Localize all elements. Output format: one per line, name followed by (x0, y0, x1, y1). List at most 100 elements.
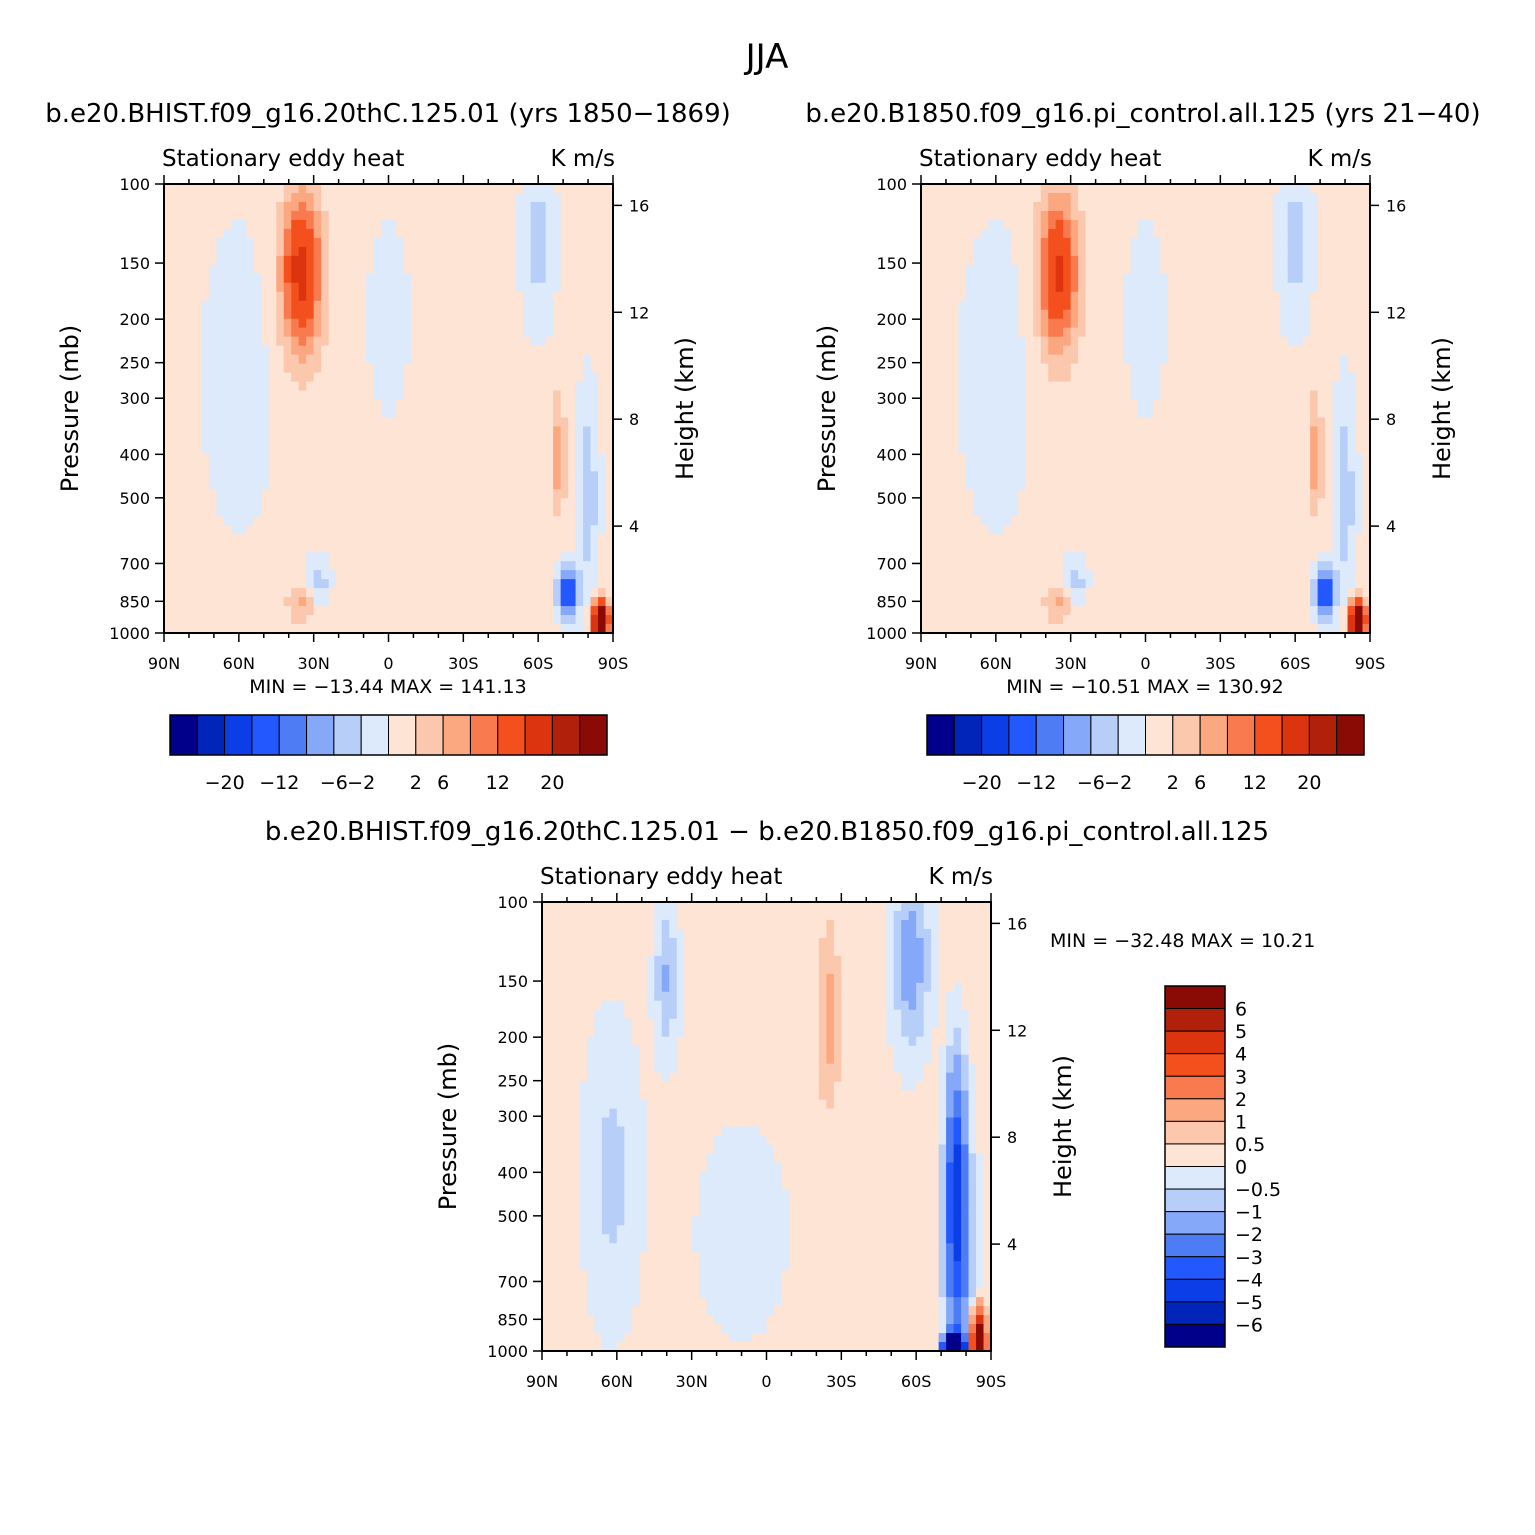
heatmap-cell (208, 201, 217, 212)
heatmap-cell (306, 435, 315, 446)
heatmap-cell (351, 615, 360, 625)
heatmap-cell (246, 210, 255, 221)
heatmap-cell (261, 210, 270, 221)
heatmap-cell (500, 408, 509, 419)
heatmap-cell (425, 291, 434, 302)
heatmap-cell (1167, 426, 1177, 437)
heatmap-cell (164, 201, 173, 212)
heatmap-cell (253, 471, 262, 481)
heatmap-cell (1295, 426, 1304, 437)
heatmap-cell (1048, 184, 1057, 194)
heatmap-cell (1280, 255, 1289, 266)
heatmap-cell (321, 264, 330, 275)
heatmap-cell (980, 372, 989, 383)
heatmap-cell (448, 300, 457, 311)
x-tick-label: 0 (383, 654, 393, 673)
heatmap-cell (1340, 426, 1349, 437)
heatmap-cell (1130, 381, 1139, 392)
heatmap-cell (1167, 327, 1177, 338)
heatmap-cell (1242, 363, 1251, 374)
heatmap-cell (276, 525, 285, 535)
heatmap-cell (1302, 273, 1311, 284)
heatmap-cell (530, 525, 539, 535)
heatmap-cell (178, 399, 188, 410)
heatmap-cell (193, 453, 203, 463)
heatmap-cell (980, 201, 989, 212)
heatmap-cell (1227, 273, 1236, 284)
heatmap-cell (283, 624, 292, 634)
heatmap-cell (973, 210, 982, 221)
heatmap-cell (410, 210, 420, 221)
heatmap-cell (433, 345, 442, 356)
heatmap-cell (193, 228, 203, 239)
heatmap-cell (208, 210, 217, 221)
heatmap-cell (1182, 237, 1191, 248)
heatmap-cell (1100, 327, 1109, 338)
heatmap-cell (238, 318, 247, 329)
heatmap-cell (373, 417, 382, 428)
heatmap-cell (448, 264, 457, 275)
heatmap-cell (1160, 228, 1169, 239)
heatmap-cell (1055, 237, 1064, 248)
heatmap-cell (1033, 381, 1042, 392)
heatmap-cell (1317, 264, 1326, 275)
heatmap-cell (276, 471, 285, 481)
heatmap-cell (1347, 372, 1356, 383)
heatmap-cell (538, 462, 547, 472)
heatmap-cell (1220, 184, 1229, 194)
heatmap-cell (291, 228, 300, 239)
heatmap-cell (336, 408, 345, 419)
heatmap-cell (598, 624, 607, 634)
heatmap-cell (1242, 273, 1251, 284)
heatmap-cell (403, 219, 412, 230)
heatmap-cell (216, 471, 225, 481)
heatmap-cell (575, 534, 584, 544)
heatmap-cell (1212, 408, 1221, 419)
heatmap-cell (1078, 255, 1087, 266)
heatmap-cell (291, 435, 300, 446)
heatmap-cell (1265, 345, 1274, 356)
heatmap-cell (1145, 462, 1154, 472)
heatmap-cell (193, 534, 203, 544)
heatmap-cell (366, 354, 375, 365)
heatmap-cell (530, 471, 539, 481)
heatmap-cell (1265, 219, 1274, 230)
heatmap-cell (1265, 309, 1274, 320)
heatmap-cell (268, 552, 277, 562)
heatmap-cell (1010, 192, 1019, 203)
heatmap-cell (598, 390, 607, 401)
heatmap-cell (1325, 390, 1334, 401)
heatmap-cell (1085, 246, 1094, 257)
heatmap-cell (366, 471, 375, 481)
heatmap-cell (1100, 381, 1109, 392)
heatmap-cell (545, 471, 554, 481)
heatmap-cell (216, 408, 225, 419)
heatmap-cell (950, 444, 960, 454)
heatmap-cell (1130, 462, 1139, 472)
heatmap-cell (418, 606, 427, 616)
heatmap-cell (1070, 237, 1079, 248)
heatmap-cell (448, 624, 457, 634)
heatmap-cell (425, 228, 434, 239)
heatmap-cell (164, 309, 173, 320)
heatmap-cell (1055, 228, 1064, 239)
heatmap-cell (1280, 237, 1289, 248)
heatmap-cell (538, 336, 547, 347)
heatmap-cell (321, 507, 330, 517)
heatmap-cell (193, 426, 203, 437)
heatmap-cell (171, 201, 180, 212)
heatmap-cell (231, 624, 240, 634)
heatmap-cell (493, 228, 502, 239)
heatmap-cell (568, 480, 577, 490)
heatmap-cell (291, 525, 300, 535)
heatmap-cell (283, 516, 292, 526)
heatmap-cell (231, 246, 240, 257)
heatmap-cell (980, 381, 989, 392)
heatmap-cell (1287, 453, 1296, 463)
heatmap-cell (208, 228, 217, 239)
heatmap-cell (178, 219, 188, 230)
heatmap-cell (373, 327, 382, 338)
heatmap-cell (313, 372, 322, 383)
heatmap-cell (463, 390, 472, 401)
heatmap-cell (1190, 228, 1199, 239)
